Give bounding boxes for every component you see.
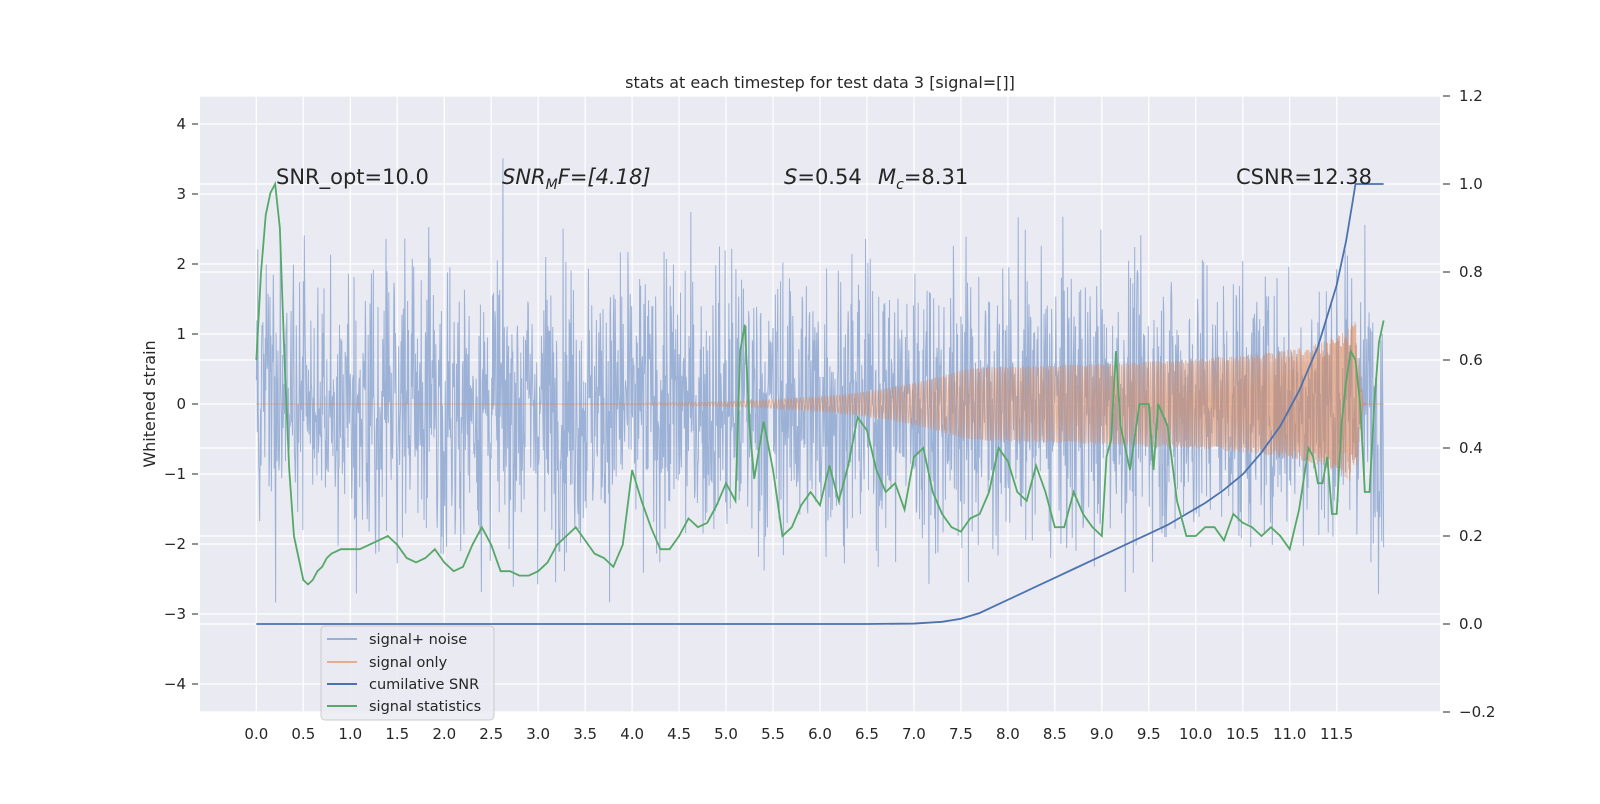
- y-axis-label: Whitened strain: [140, 340, 159, 467]
- x-tick-label: 10.5: [1226, 725, 1259, 743]
- series-signal-statistics: [255, 180, 1385, 586]
- axis-layer: 0.0 0.5 1.0 1.5 2.0 2.5 3.0 3.5 4.0 4.5 5.0 5.5 6.0 6…: [164, 87, 1496, 743]
- series-cumulative-snr: [256, 183, 1384, 625]
- annotation-snr-mf: SNRMF=[4.18]: [502, 165, 651, 193]
- x-tick-label: 0.5: [291, 725, 315, 743]
- annotation-csnr: CSNR=12.38: [1236, 165, 1372, 189]
- mc-value: =8.31: [904, 165, 968, 189]
- y-tick-label: 3: [176, 185, 186, 203]
- legend-label-statistics: signal statistics: [369, 699, 481, 715]
- y-tick-label: 2: [176, 255, 186, 273]
- x-tick-label: 1.0: [338, 725, 362, 743]
- y-right-tick-label: 1.0: [1459, 175, 1483, 193]
- s-value: =0.54: [797, 165, 861, 189]
- x-tick-label: 6.5: [855, 725, 879, 743]
- y-right-tick-label: −0.2: [1459, 703, 1495, 721]
- y-right-tick-label: 1.2: [1459, 87, 1483, 105]
- y-tick-label: 1: [176, 325, 186, 343]
- x-tick-label: 3.0: [526, 725, 550, 743]
- x-tick-label: 7.0: [902, 725, 926, 743]
- y-tick-label: 0: [176, 395, 186, 413]
- y-right-tick-label: 0.4: [1459, 439, 1483, 457]
- x-tick-label: 11.5: [1320, 725, 1353, 743]
- s-symbol: S: [784, 165, 797, 189]
- x-tick-label: 2.5: [479, 725, 503, 743]
- snr-mf-subscript: M: [546, 177, 558, 193]
- legend-label-noise: signal+ noise: [369, 632, 467, 648]
- x-tick-label: 7.5: [949, 725, 973, 743]
- x-tick-label: 11.0: [1273, 725, 1306, 743]
- legend: signal+ noise signal only cumilative SNR…: [320, 625, 495, 721]
- series-signal-only: [256, 321, 1384, 481]
- y-tick-label: 4: [176, 115, 186, 133]
- x-tick-label: 3.5: [573, 725, 597, 743]
- legend-label-signal: signal only: [369, 655, 448, 671]
- y-right-tick-label: 0.8: [1459, 263, 1483, 281]
- legend-box: [320, 625, 495, 721]
- mc-symbol: M: [878, 165, 896, 189]
- snr-mf-symbol: SNR: [502, 165, 546, 189]
- x-tick-label: 9.0: [1090, 725, 1114, 743]
- x-tick-label: 1.5: [385, 725, 409, 743]
- snr-mf-rest: F=[4.18]: [558, 165, 651, 189]
- mc-subscript: c: [896, 177, 904, 193]
- annotations: SNR_opt=10.0 SNRMF=[4.18] S=0.54 Mc=8.31…: [276, 165, 1372, 193]
- x-tick-label: 2.0: [432, 725, 456, 743]
- y-tick-label: −2: [164, 535, 186, 553]
- y-tick-label: −1: [164, 465, 186, 483]
- chart-title: stats at each timestep for test data 3 […: [625, 73, 1015, 92]
- x-tick-label: 8.5: [1043, 725, 1067, 743]
- y-right-tick-label: 0.0: [1459, 615, 1483, 633]
- series-layer: [255, 158, 1385, 625]
- x-tick-label: 6.0: [808, 725, 832, 743]
- legend-label-cumulative-snr: cumilative SNR: [369, 677, 479, 693]
- annotation-s: S=0.54: [784, 165, 862, 189]
- x-tick-label: 0.0: [244, 725, 268, 743]
- x-tick-label: 8.0: [996, 725, 1020, 743]
- annotation-mc: Mc=8.31: [878, 165, 968, 193]
- x-tick-label: 4.0: [620, 725, 644, 743]
- y-tick-label: −3: [164, 605, 186, 623]
- y-right-tick-label: 0.6: [1459, 351, 1483, 369]
- annotation-snr-opt: SNR_opt=10.0: [276, 165, 429, 190]
- x-tick-label: 4.5: [667, 725, 691, 743]
- x-tick-label: 5.0: [714, 725, 738, 743]
- x-tick-label: 10.0: [1179, 725, 1212, 743]
- x-tick-label: 9.5: [1137, 725, 1161, 743]
- y-tick-label: −4: [164, 675, 186, 693]
- y-right-tick-label: 0.2: [1459, 527, 1483, 545]
- x-tick-label: 5.5: [761, 725, 785, 743]
